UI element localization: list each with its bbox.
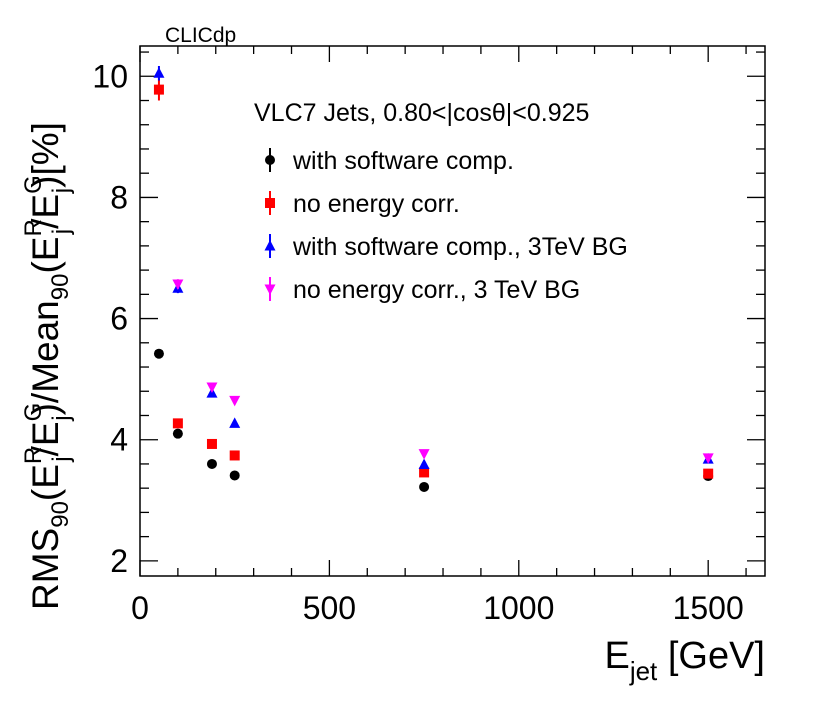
legend-entry: no energy corr., 3 TeV BG <box>264 276 580 304</box>
y-title-e1-sub: j <box>48 456 75 462</box>
y-title-e1: (E <box>25 464 66 501</box>
data-point <box>229 450 240 461</box>
series-circle <box>153 348 714 492</box>
data-point <box>419 481 430 492</box>
x-axis-title-main: E <box>604 635 629 677</box>
y-tick-label: 4 <box>110 422 128 458</box>
x-axis-title-unit: [GeV] <box>657 635 765 677</box>
legend-label: no energy corr., 3 TeV BG <box>293 276 580 304</box>
y-title-rms: RMS <box>25 528 66 610</box>
data-point <box>172 279 184 291</box>
y-title-e4-sub: j <box>48 188 75 194</box>
y-axis-title: RMS90(ERj/EGj)/Mean90(ERj/EGj)[%] <box>20 122 75 610</box>
data-point <box>206 458 217 469</box>
y-title-e4-sup: G <box>20 175 47 194</box>
x-tick-label: 0 <box>131 590 149 626</box>
x-axis-tick-labels: 0 500 1000 1500 <box>131 590 744 626</box>
y-title-e2-sup: G <box>20 403 47 422</box>
data-point <box>229 470 240 481</box>
legend-label: with software comp. <box>292 147 514 175</box>
y-title-unit: )[%] <box>25 122 66 188</box>
legend-marker <box>265 198 275 208</box>
data-point <box>153 67 165 78</box>
data-point <box>418 449 430 460</box>
x-axis-title-sub: jet <box>629 656 658 686</box>
y-title-e4: /E <box>25 194 66 229</box>
y-title-e3-sup: R <box>20 219 47 236</box>
data-point <box>153 348 164 359</box>
y-axis-ticks <box>140 51 765 562</box>
y-title-rms-sub: 90 <box>47 501 74 528</box>
legend-entry: with software comp., 3TeV BG <box>264 233 628 261</box>
y-title-e3: (E <box>25 237 66 274</box>
data-point <box>153 84 164 95</box>
y-title-e2-sub: j <box>48 415 75 421</box>
legend-marker <box>264 284 276 295</box>
data-point <box>172 418 183 429</box>
data-point <box>229 395 241 407</box>
x-tick-label: 500 <box>303 590 356 626</box>
data-point <box>419 467 430 478</box>
y-title-e3-sub: j <box>48 229 75 235</box>
y-axis-tick-labels: 2 4 6 8 10 <box>92 58 128 579</box>
legend-header: VLC7 Jets, 0.80<|cosθ|<0.925 <box>254 99 589 127</box>
x-tick-label: 1500 <box>673 590 744 626</box>
data-points <box>153 65 714 492</box>
x-tick-label: 1000 <box>483 590 554 626</box>
x-axis-title: Ejet [GeV] <box>604 635 765 686</box>
data-point <box>229 417 241 428</box>
legend-entry: with software comp. <box>265 147 514 175</box>
y-tick-label: 2 <box>110 543 128 579</box>
legend-marker <box>264 240 276 251</box>
legend-marker <box>265 155 275 165</box>
legend-label: with software comp., 3TeV BG <box>292 233 628 261</box>
series-square <box>153 78 714 479</box>
y-tick-label: 6 <box>110 301 128 337</box>
y-tick-label: 8 <box>110 179 128 215</box>
y-title-mean-sub: 90 <box>47 274 74 301</box>
series-triangle-down <box>172 279 714 464</box>
y-tick-label: 10 <box>92 58 128 94</box>
legend-label: no energy corr. <box>293 190 460 218</box>
x-axis-ticks <box>139 46 747 576</box>
data-point <box>702 453 714 464</box>
data-point <box>418 458 430 470</box>
legend-entry: no energy corr. <box>265 190 460 218</box>
data-point <box>206 438 217 449</box>
data-point <box>172 428 183 439</box>
data-point <box>206 382 218 394</box>
clicdp-label: CLICdp <box>165 24 236 47</box>
plot-frame <box>139 45 766 577</box>
y-title-e1-sup: R <box>20 447 47 464</box>
data-point <box>703 468 714 479</box>
legend: VLC7 Jets, 0.80<|cosθ|<0.925 with softwa… <box>254 99 628 304</box>
y-title-mean: )/Mean <box>25 300 66 415</box>
y-title-e2: /E <box>25 421 66 456</box>
